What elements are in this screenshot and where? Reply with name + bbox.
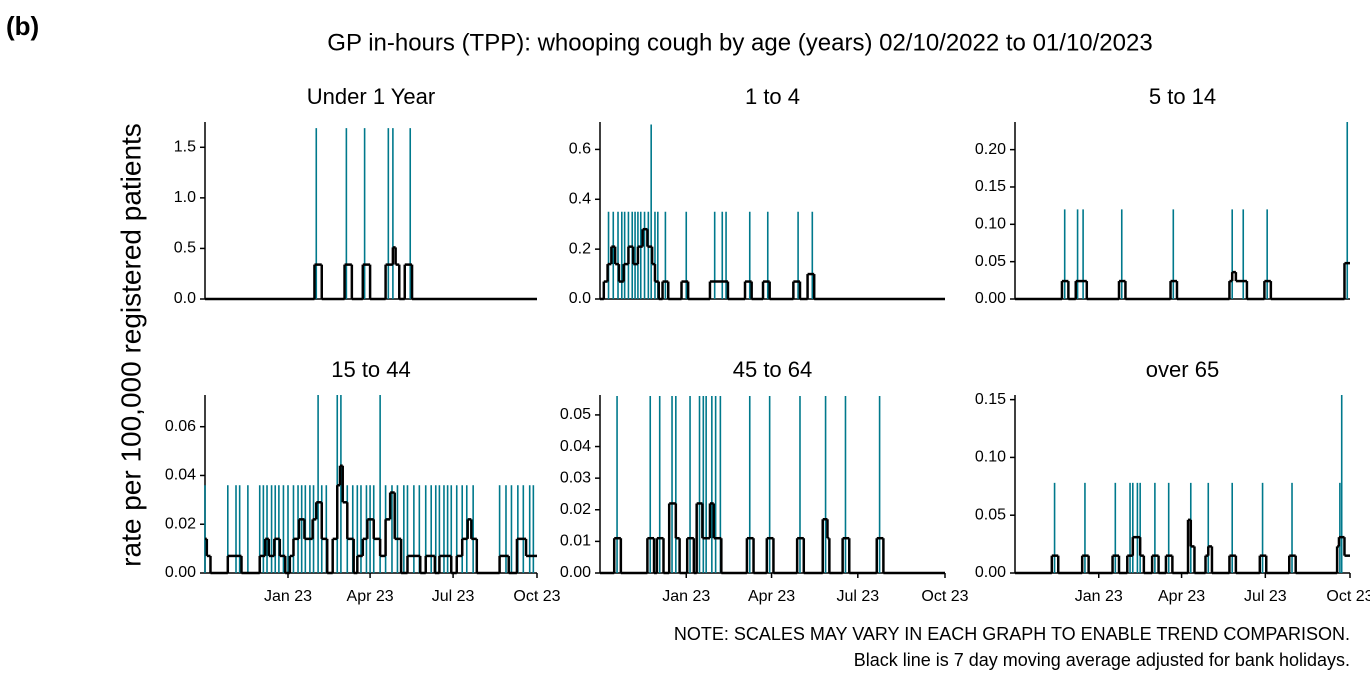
y-tick-label: 0.20 xyxy=(975,141,1006,158)
y-tick-label: 0.04 xyxy=(560,438,591,455)
x-tick-label: Oct 23 xyxy=(1326,588,1370,605)
panel-title: Under 1 Year xyxy=(307,84,435,109)
y-tick-label: 0.00 xyxy=(975,290,1006,307)
y-tick-label: 0.5 xyxy=(174,240,196,257)
y-tick-label: 0.04 xyxy=(165,467,196,484)
x-tick-label: Oct 23 xyxy=(513,588,560,605)
x-tick-label: Apr 23 xyxy=(1158,588,1205,605)
x-tick-label: Jul 23 xyxy=(1244,588,1287,605)
y-tick-label: 0.10 xyxy=(975,216,1006,233)
y-tick-label: 0.03 xyxy=(560,469,591,486)
y-tick-label: 0.02 xyxy=(560,501,591,518)
y-tick-label: 0.00 xyxy=(165,564,196,581)
x-tick-label: Apr 23 xyxy=(347,588,394,605)
x-tick-label: Apr 23 xyxy=(748,588,795,605)
y-tick-label: 0.06 xyxy=(165,418,196,435)
panel-label: (b) xyxy=(6,11,39,41)
y-tick-label: 0.2 xyxy=(569,240,591,257)
panel-title: 45 to 64 xyxy=(733,357,813,382)
x-tick-label: Oct 23 xyxy=(921,588,968,605)
note: Black line is 7 day moving average adjus… xyxy=(854,650,1350,670)
y-tick-label: 0.00 xyxy=(975,564,1006,581)
x-tick-label: Jul 23 xyxy=(836,588,879,605)
y-tick-label: 0.02 xyxy=(165,515,196,532)
y-tick-label: 0.0 xyxy=(174,290,196,307)
x-tick-label: Jul 23 xyxy=(432,588,475,605)
panel-title: 5 to 14 xyxy=(1149,84,1216,109)
y-tick-label: 0.05 xyxy=(975,253,1006,270)
x-tick-label: Jan 23 xyxy=(662,588,710,605)
panel-title: 15 to 44 xyxy=(331,357,411,382)
y-tick-label: 0.01 xyxy=(560,533,591,550)
y-tick-label: 0.05 xyxy=(560,406,591,423)
y-tick-label: 0.05 xyxy=(975,506,1006,523)
y-tick-label: 0.4 xyxy=(569,191,591,208)
y-tick-label: 1.0 xyxy=(174,189,196,206)
panel-title: 1 to 4 xyxy=(745,84,800,109)
y-tick-label: 1.5 xyxy=(174,139,196,156)
y-tick-label: 0.6 xyxy=(569,141,591,158)
note: NOTE: SCALES MAY VARY IN EACH GRAPH TO E… xyxy=(674,624,1350,644)
panel-title: over 65 xyxy=(1146,357,1219,382)
x-tick-label: Jan 23 xyxy=(1075,588,1123,605)
y-tick-label: 0.15 xyxy=(975,391,1006,408)
x-tick-label: Jan 23 xyxy=(264,588,312,605)
y-tick-label: 0.00 xyxy=(560,564,591,581)
y-tick-label: 0.0 xyxy=(569,290,591,307)
y-tick-label: 0.15 xyxy=(975,178,1006,195)
y-axis-label: rate per 100,000 registered patients xyxy=(115,123,146,567)
chart-title: GP in-hours (TPP): whooping cough by age… xyxy=(327,29,1152,56)
y-tick-label: 0.10 xyxy=(975,449,1006,466)
